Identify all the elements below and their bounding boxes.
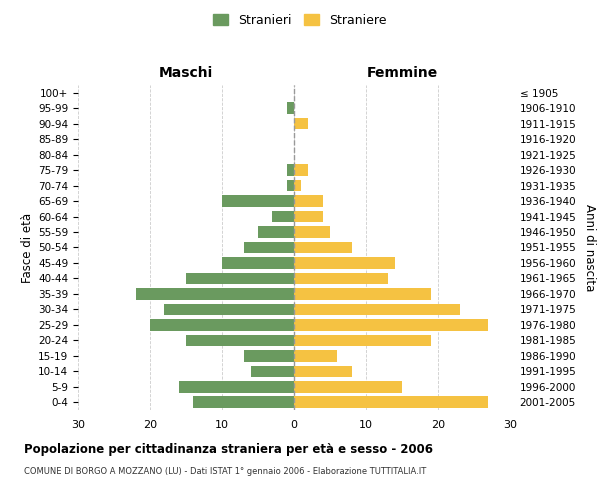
- Bar: [272, 210, 294, 222]
- Text: COMUNE DI BORGO A MOZZANO (LU) - Dati ISTAT 1° gennaio 2006 - Elaborazione TUTTI: COMUNE DI BORGO A MOZZANO (LU) - Dati IS…: [24, 468, 426, 476]
- Bar: [150, 319, 294, 330]
- Text: Maschi: Maschi: [159, 66, 213, 80]
- Bar: [244, 350, 294, 362]
- Bar: [164, 304, 294, 315]
- Bar: [287, 180, 294, 192]
- Legend: Stranieri, Straniere: Stranieri, Straniere: [211, 11, 389, 29]
- Bar: [294, 242, 352, 254]
- Bar: [294, 210, 323, 222]
- Bar: [251, 366, 294, 377]
- Bar: [294, 118, 308, 130]
- Bar: [244, 242, 294, 254]
- Text: Popolazione per cittadinanza straniera per età e sesso - 2006: Popolazione per cittadinanza straniera p…: [24, 442, 433, 456]
- Y-axis label: Fasce di età: Fasce di età: [21, 212, 34, 282]
- Bar: [294, 396, 488, 408]
- Bar: [287, 102, 294, 114]
- Bar: [294, 196, 323, 207]
- Bar: [193, 396, 294, 408]
- Bar: [186, 334, 294, 346]
- Y-axis label: Anni di nascita: Anni di nascita: [583, 204, 596, 291]
- Bar: [294, 381, 402, 392]
- Bar: [294, 180, 301, 192]
- Bar: [294, 288, 431, 300]
- Bar: [294, 272, 388, 284]
- Bar: [136, 288, 294, 300]
- Bar: [186, 272, 294, 284]
- Bar: [294, 164, 308, 176]
- Bar: [294, 319, 488, 330]
- Bar: [179, 381, 294, 392]
- Bar: [294, 226, 330, 238]
- Bar: [294, 366, 352, 377]
- Bar: [294, 350, 337, 362]
- Bar: [222, 196, 294, 207]
- Bar: [287, 164, 294, 176]
- Bar: [222, 257, 294, 269]
- Text: Femmine: Femmine: [367, 66, 437, 80]
- Bar: [258, 226, 294, 238]
- Bar: [294, 304, 460, 315]
- Bar: [294, 257, 395, 269]
- Bar: [294, 334, 431, 346]
